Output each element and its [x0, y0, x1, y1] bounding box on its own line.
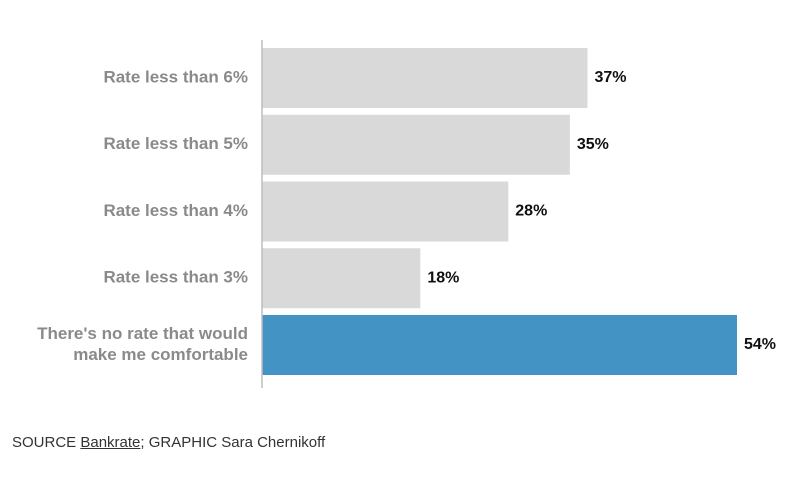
category-label-line: Rate less than 5%	[103, 134, 248, 153]
bar-4	[262, 248, 421, 309]
source-link[interactable]: Bankrate	[80, 434, 141, 451]
bar-1	[262, 48, 588, 108]
bar-chart: 37% Rate less than 6% 35% Rate less than 5%…	[37, 40, 776, 388]
value-label-3: 28%	[515, 203, 547, 220]
bar-3	[262, 181, 509, 242]
value-label-1: 37%	[594, 69, 626, 86]
category-label-2: Rate less than 5%	[103, 134, 248, 153]
category-label-line: Rate less than 4%	[103, 201, 248, 220]
category-label-1: Rate less than 6%	[103, 67, 248, 86]
value-label-2: 35%	[577, 136, 609, 153]
category-label-line: make me comfortable	[73, 345, 248, 364]
source-footer: SOURCE Bankrate; GRAPHIC Sara Chernikoff	[12, 434, 325, 451]
category-label-3: Rate less than 4%	[103, 201, 248, 220]
bars-layer	[262, 48, 737, 375]
category-label-line: Rate less than 3%	[103, 268, 248, 287]
source-prefix: SOURCE	[12, 434, 81, 451]
category-label-line: There's no rate that would	[37, 324, 248, 343]
value-label-5: 54%	[744, 336, 776, 353]
graphic-credit: GRAPHIC Sara Chernikoff	[148, 434, 326, 451]
labels-layer: 37% Rate less than 6% 35% Rate less than 5%…	[37, 67, 776, 364]
source-separator: ;	[140, 434, 149, 451]
category-label-4: Rate less than 3%	[103, 268, 248, 287]
value-label-4: 18%	[427, 269, 459, 286]
category-label-5: There's no rate that would make me comfor…	[37, 324, 248, 364]
bar-5	[262, 315, 737, 375]
category-label-line: Rate less than 6%	[103, 67, 248, 86]
bar-2	[262, 114, 570, 175]
